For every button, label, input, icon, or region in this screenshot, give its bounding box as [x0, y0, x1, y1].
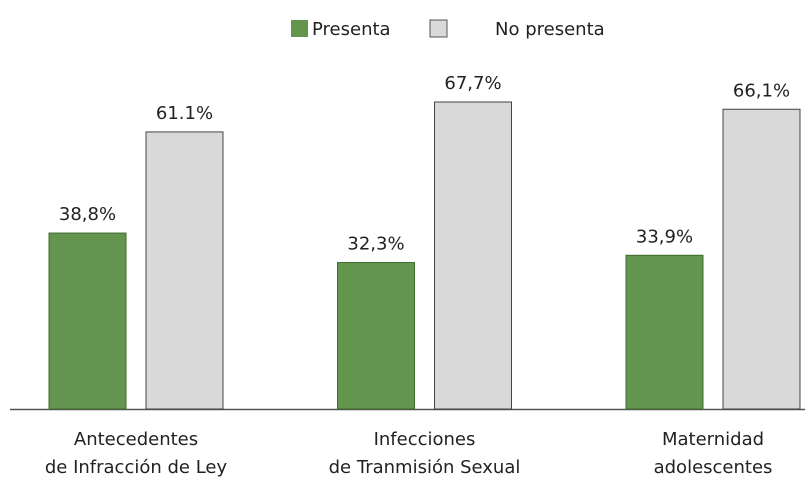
value-label: 32,3% — [347, 234, 404, 255]
value-label: 38,8% — [59, 204, 116, 225]
bar — [337, 262, 415, 410]
bar — [434, 101, 512, 410]
value-label: 67,7% — [444, 73, 501, 94]
value-label: 66,1% — [733, 80, 790, 101]
legend-label: Presenta — [312, 19, 391, 40]
bar — [722, 108, 801, 410]
category-label: Maternidad — [662, 429, 764, 450]
category-label: de Infracción de Ley — [45, 457, 228, 478]
category-label: Infecciones — [374, 429, 476, 450]
legend-label: No presenta — [495, 19, 605, 40]
category-label: Antecedentes — [74, 429, 198, 450]
legend-swatch — [429, 19, 448, 38]
category-label: de Tranmisión Sexual — [329, 457, 521, 478]
category-label: adolescentes — [654, 457, 773, 478]
legend-swatch — [291, 20, 308, 37]
value-label: 33,9% — [636, 226, 693, 247]
bar — [48, 232, 127, 410]
bar — [625, 254, 704, 410]
bar — [145, 131, 224, 410]
value-label: 61.1% — [156, 103, 213, 124]
